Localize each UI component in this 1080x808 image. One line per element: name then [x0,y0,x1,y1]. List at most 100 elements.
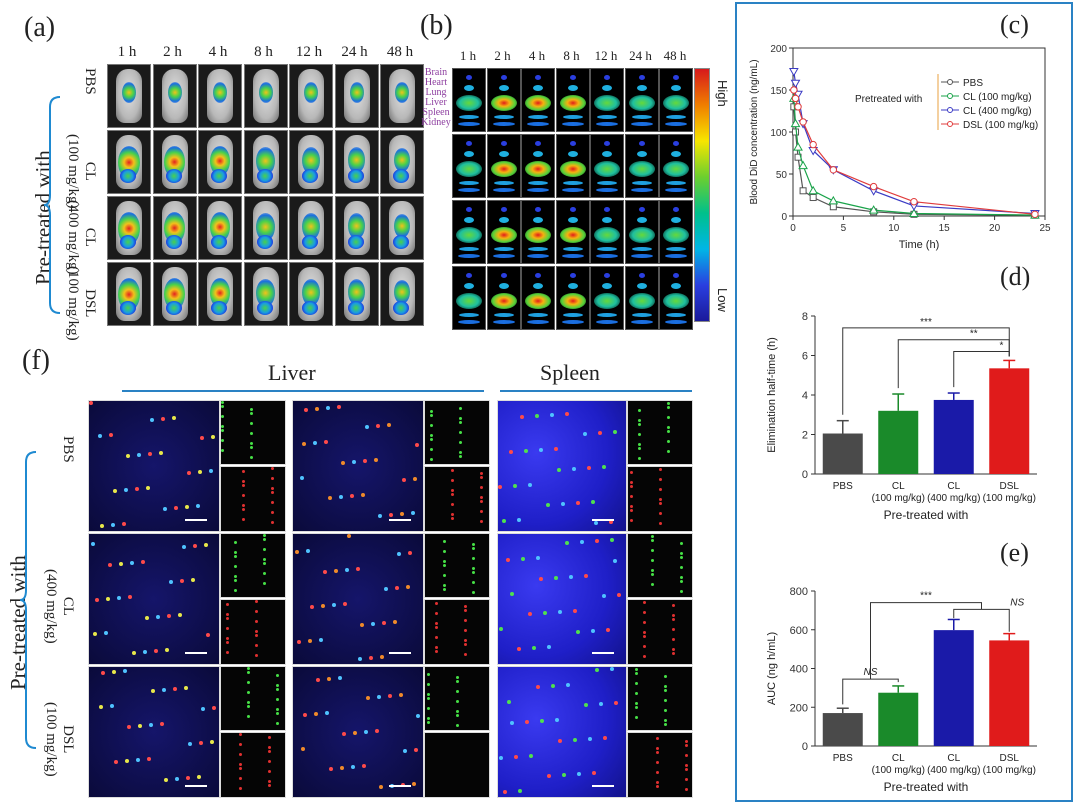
cell-dot [375,729,379,733]
red-dot [659,468,662,471]
cell-dot [174,506,178,510]
organ-spot [533,217,543,223]
organ-image [624,266,659,330]
red-dot [656,785,659,788]
cell-dot [324,440,328,444]
organ-spot [464,217,474,223]
organ-image [624,200,659,264]
row-label: CL (100 mg/kg) [64,134,98,209]
red-dot [685,744,688,747]
mouse-image [152,196,197,260]
row-label-line2: (400 mg/kg) [65,200,81,275]
significance-bracket [842,327,1010,415]
mouse-image [198,64,242,128]
green-dot [427,697,430,700]
bar [878,410,919,474]
cell-dot [302,442,306,446]
row-label-line2: (100 mg/kg) [65,266,81,341]
x-tick-label: 15 [939,223,951,234]
organ-image [452,200,486,264]
green-dot [635,692,638,695]
organ-image [659,134,693,198]
x-tick-label: 0 [790,223,796,234]
organ-spot [459,247,479,251]
organ-spot [535,273,541,278]
red-dot [226,637,229,640]
red-dot [672,652,675,655]
green-dot [651,583,654,586]
red-dot [271,521,274,524]
green-dot [635,668,638,671]
organ-spot [458,254,480,258]
red-dot [480,500,483,503]
green-dot [472,567,475,570]
mouse-image [198,262,242,326]
green-dot [263,572,266,575]
time-label: 48 h [386,44,414,60]
green-dot [443,550,446,553]
fluorescence-signal [347,169,364,183]
organ-image [521,200,555,264]
cell-dot [414,748,418,752]
green-dot [635,702,638,705]
mouse-image [152,262,197,326]
green-dot [430,438,433,441]
cell-dot [609,520,613,524]
x-tick-label: 5 [841,223,847,234]
organ-spot [597,313,617,317]
organ-spot [596,254,618,258]
red-dot [656,781,659,784]
cell-dot [384,587,388,591]
cell-dot [565,541,569,545]
cell-dot [546,503,550,507]
micrograph-merged [88,666,220,798]
red-dot [630,495,633,498]
cell-dot [614,701,618,705]
green-dot [472,591,475,594]
cell-dot [212,706,216,710]
organ-spot [500,75,507,80]
organ-spot [666,247,686,251]
micrograph-merged [88,533,220,665]
cell-dot [594,521,598,525]
cell-dot [321,604,325,608]
liver-underline [122,390,484,392]
red-dot [630,505,633,508]
micrograph-red [220,732,286,798]
fluorescence-signal [302,301,318,315]
mouse-image [243,262,288,326]
red-dot [672,648,675,651]
cell-dot [316,678,320,682]
cell-dot [529,754,533,758]
cell-dot [132,651,136,655]
cell-dot [327,677,331,681]
y-tick-label: 200 [790,702,808,714]
red-dot [239,733,242,736]
cell-dot [124,488,128,492]
category-sub-label: (100 mg/kg) [983,765,1036,776]
red-dot [451,503,454,506]
cell-dot [350,494,354,498]
legend-marker [947,121,953,127]
red-dot [659,478,662,481]
fluorescence-signal [211,235,227,249]
red-dot [268,736,271,739]
cell-dot [146,486,150,490]
data-point [794,103,802,111]
cell-dot [397,552,401,556]
organ-image [555,68,590,132]
red-dot [239,753,242,756]
green-dot [664,719,667,722]
panel-d-label: (d) [1000,262,1031,291]
red-dot [451,493,454,496]
organ-spot [663,293,689,309]
cell-dot [154,649,158,653]
cell-dot [580,540,584,544]
cell-dot [595,539,599,543]
organ-spot [597,115,617,119]
micrograph-red [424,732,490,798]
panel-a-bracket [43,96,61,314]
cell-dot [161,417,165,421]
y-tick-label: 100 [770,128,787,139]
